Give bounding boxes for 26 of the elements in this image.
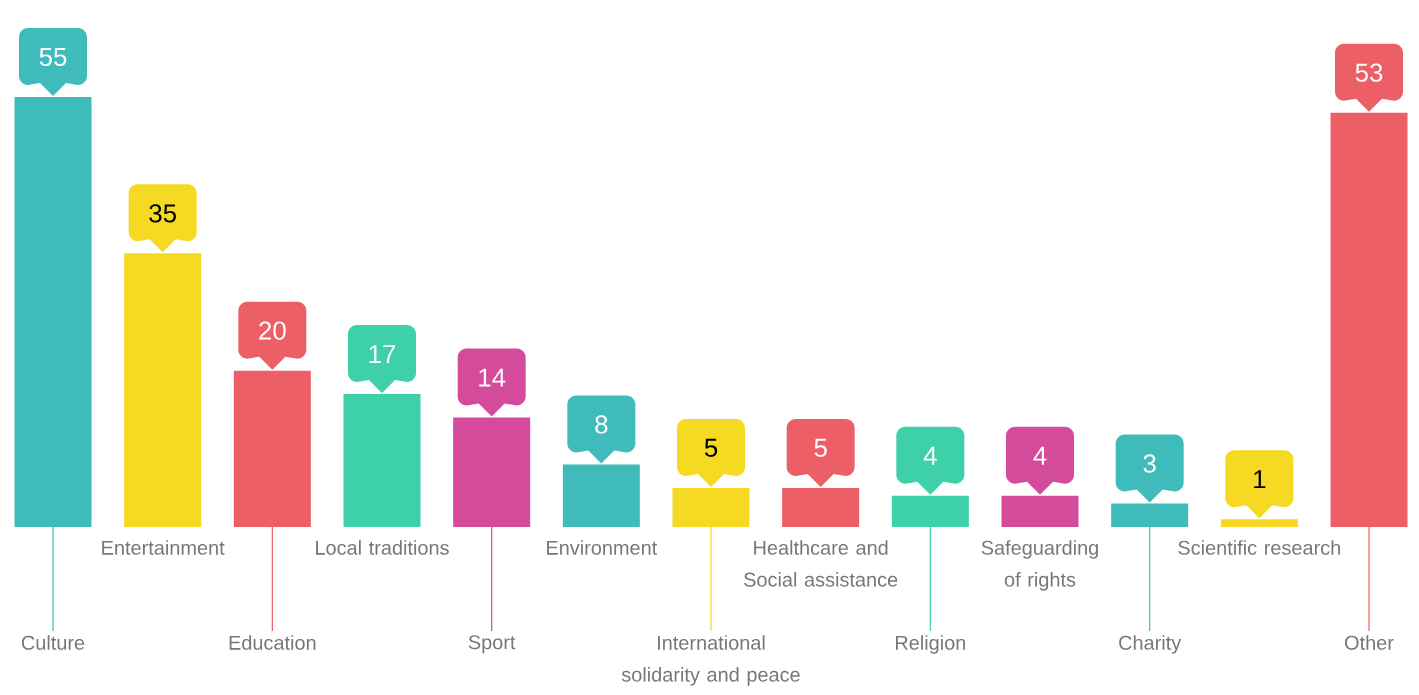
data-label: 5 [704,438,718,457]
data-label: 53 [1355,63,1383,82]
x-tick-label: Charity [1119,635,1182,654]
data-label: 4 [923,446,937,465]
x-tick-label: Local traditions [316,540,449,555]
data-label: 8 [595,415,608,434]
data-label: 4 [1033,446,1047,465]
x-tick-label: Healthcare and Social assistance [744,540,898,587]
x-tick-label: Religion [895,635,966,654]
data-label: 35 [149,204,176,223]
x-tick-label: Environment [547,540,658,555]
x-tick-label: Scientific research [1178,540,1340,555]
data-label: 1 [1254,470,1266,489]
x-tick-label: International solidarity and peace [621,635,800,686]
data-label: 5 [814,438,827,457]
data-label: 17 [369,345,396,363]
data-label: 14 [479,368,506,387]
data-label: 3 [1143,454,1156,473]
data-label: 20 [259,321,286,340]
data-label: 55 [39,47,67,67]
x-tick-label: Education [229,635,316,650]
x-tick-label: Other [1345,635,1394,650]
x-tick-label: Safeguarding of rights [981,540,1098,591]
x-tick-label: Entertainment [102,540,225,555]
x-tick-label: Sport [468,635,516,654]
x-tick-label: Culture [21,635,85,650]
